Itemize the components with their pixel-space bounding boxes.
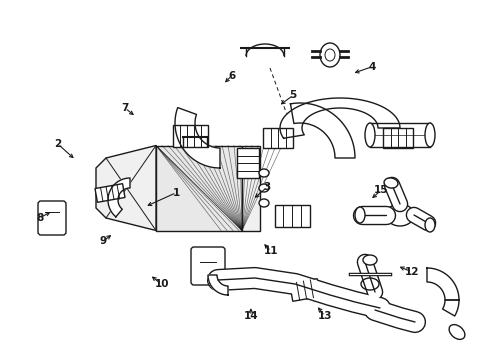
Text: 15: 15 <box>374 185 389 195</box>
Polygon shape <box>108 178 130 217</box>
Text: 13: 13 <box>318 311 332 321</box>
Ellipse shape <box>259 199 269 207</box>
Text: 1: 1 <box>173 188 180 198</box>
Ellipse shape <box>365 123 375 147</box>
Polygon shape <box>95 184 125 202</box>
Text: 8: 8 <box>37 213 44 223</box>
Text: 14: 14 <box>244 311 258 321</box>
Polygon shape <box>280 98 400 138</box>
FancyBboxPatch shape <box>38 201 66 235</box>
Bar <box>156 145 242 230</box>
Ellipse shape <box>363 255 377 265</box>
Polygon shape <box>237 148 259 178</box>
Text: 10: 10 <box>154 279 169 289</box>
Ellipse shape <box>325 49 335 61</box>
Text: 9: 9 <box>99 236 106 246</box>
Polygon shape <box>96 145 156 230</box>
Ellipse shape <box>320 43 340 67</box>
Ellipse shape <box>259 184 269 192</box>
Polygon shape <box>442 300 459 316</box>
Text: 3: 3 <box>264 182 270 192</box>
Text: 6: 6 <box>228 71 235 81</box>
Polygon shape <box>274 205 310 227</box>
Text: 7: 7 <box>121 103 129 113</box>
Ellipse shape <box>425 123 435 147</box>
Polygon shape <box>175 108 220 168</box>
Polygon shape <box>208 275 228 295</box>
Polygon shape <box>172 125 207 147</box>
Text: 2: 2 <box>54 139 61 149</box>
Text: 5: 5 <box>290 90 296 100</box>
Polygon shape <box>290 279 320 301</box>
Text: 4: 4 <box>368 62 376 72</box>
Ellipse shape <box>425 218 435 232</box>
Polygon shape <box>427 268 459 300</box>
Ellipse shape <box>259 169 269 177</box>
Text: 12: 12 <box>404 267 419 277</box>
Ellipse shape <box>449 325 465 339</box>
Text: 11: 11 <box>264 246 278 256</box>
FancyBboxPatch shape <box>191 247 225 285</box>
Polygon shape <box>263 128 293 148</box>
Polygon shape <box>291 103 355 158</box>
Ellipse shape <box>384 178 398 188</box>
Bar <box>242 145 260 230</box>
Polygon shape <box>383 128 413 148</box>
Ellipse shape <box>386 204 414 226</box>
Ellipse shape <box>355 207 365 223</box>
